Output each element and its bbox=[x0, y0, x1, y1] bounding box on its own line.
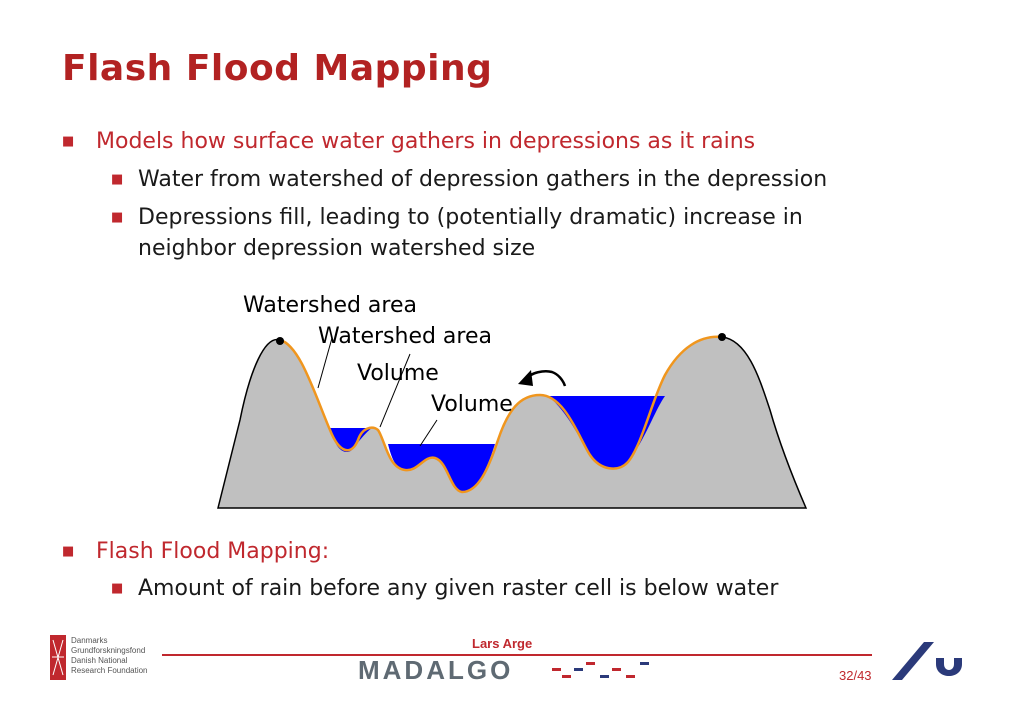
bullet-text: Flash Flood Mapping: bbox=[96, 539, 330, 564]
madalgo-wordmark: MADALGO bbox=[358, 655, 514, 685]
dg-logo-line: Danmarks bbox=[71, 636, 108, 645]
bullet-marker: ■ bbox=[62, 544, 75, 559]
dg-logo-line: Grundforskningsfond bbox=[71, 646, 146, 655]
bullet-text: Depressions fill, leading to (potentiall… bbox=[138, 205, 803, 230]
water-pool-middle bbox=[388, 444, 495, 492]
peak-point bbox=[276, 337, 284, 345]
slide-title: Flash Flood Mapping bbox=[62, 48, 493, 89]
pointer-line bbox=[419, 419, 438, 447]
page-number: 32/43 bbox=[839, 668, 872, 683]
dg-logo-line: Danish National bbox=[71, 656, 128, 665]
bullet-marker: ■ bbox=[62, 134, 75, 149]
bullet-text: neighbor depression watershed size bbox=[138, 236, 536, 261]
pointer-line bbox=[317, 337, 333, 389]
bullet-text: Water from watershed of depression gathe… bbox=[138, 167, 828, 192]
bullet-marker: ■ bbox=[111, 172, 124, 187]
terrain-shape bbox=[217, 336, 808, 509]
watershed-edge bbox=[279, 335, 723, 494]
footer-rule bbox=[162, 654, 872, 656]
overflow-arrowhead bbox=[518, 370, 533, 386]
label-volume: Volume bbox=[431, 392, 513, 417]
university-logo bbox=[892, 642, 962, 680]
footer-author: Lars Arge bbox=[472, 636, 533, 651]
dg-logo-icon bbox=[52, 639, 64, 676]
dg-logo-text: Danmarks Grundforskningsfond Danish Nati… bbox=[71, 636, 148, 676]
bullet-marker: ■ bbox=[111, 581, 124, 596]
peak-point bbox=[718, 333, 726, 341]
label-watershed-area: Watershed area bbox=[318, 324, 492, 349]
overflow-arrow bbox=[524, 370, 567, 387]
bullet-text: Models how surface water gathers in depr… bbox=[96, 129, 756, 154]
madalgo-dashes bbox=[552, 662, 649, 678]
bullet-text: Amount of rain before any given raster c… bbox=[138, 576, 779, 601]
dg-logo bbox=[50, 635, 66, 680]
pointer-line bbox=[379, 353, 411, 428]
bullet-marker: ■ bbox=[111, 210, 124, 225]
label-volume: Volume bbox=[357, 361, 439, 386]
dg-logo-line: Research Foundation bbox=[71, 666, 148, 675]
label-watershed-area: Watershed area bbox=[243, 293, 417, 318]
